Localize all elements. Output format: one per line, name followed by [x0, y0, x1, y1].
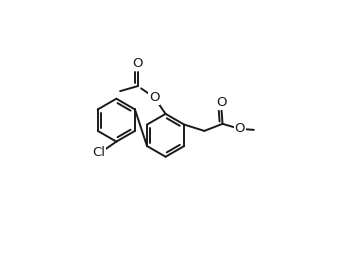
- Text: O: O: [216, 96, 226, 109]
- Text: O: O: [149, 91, 159, 104]
- Text: O: O: [132, 57, 143, 70]
- Text: O: O: [234, 122, 245, 135]
- Text: Cl: Cl: [92, 147, 105, 159]
